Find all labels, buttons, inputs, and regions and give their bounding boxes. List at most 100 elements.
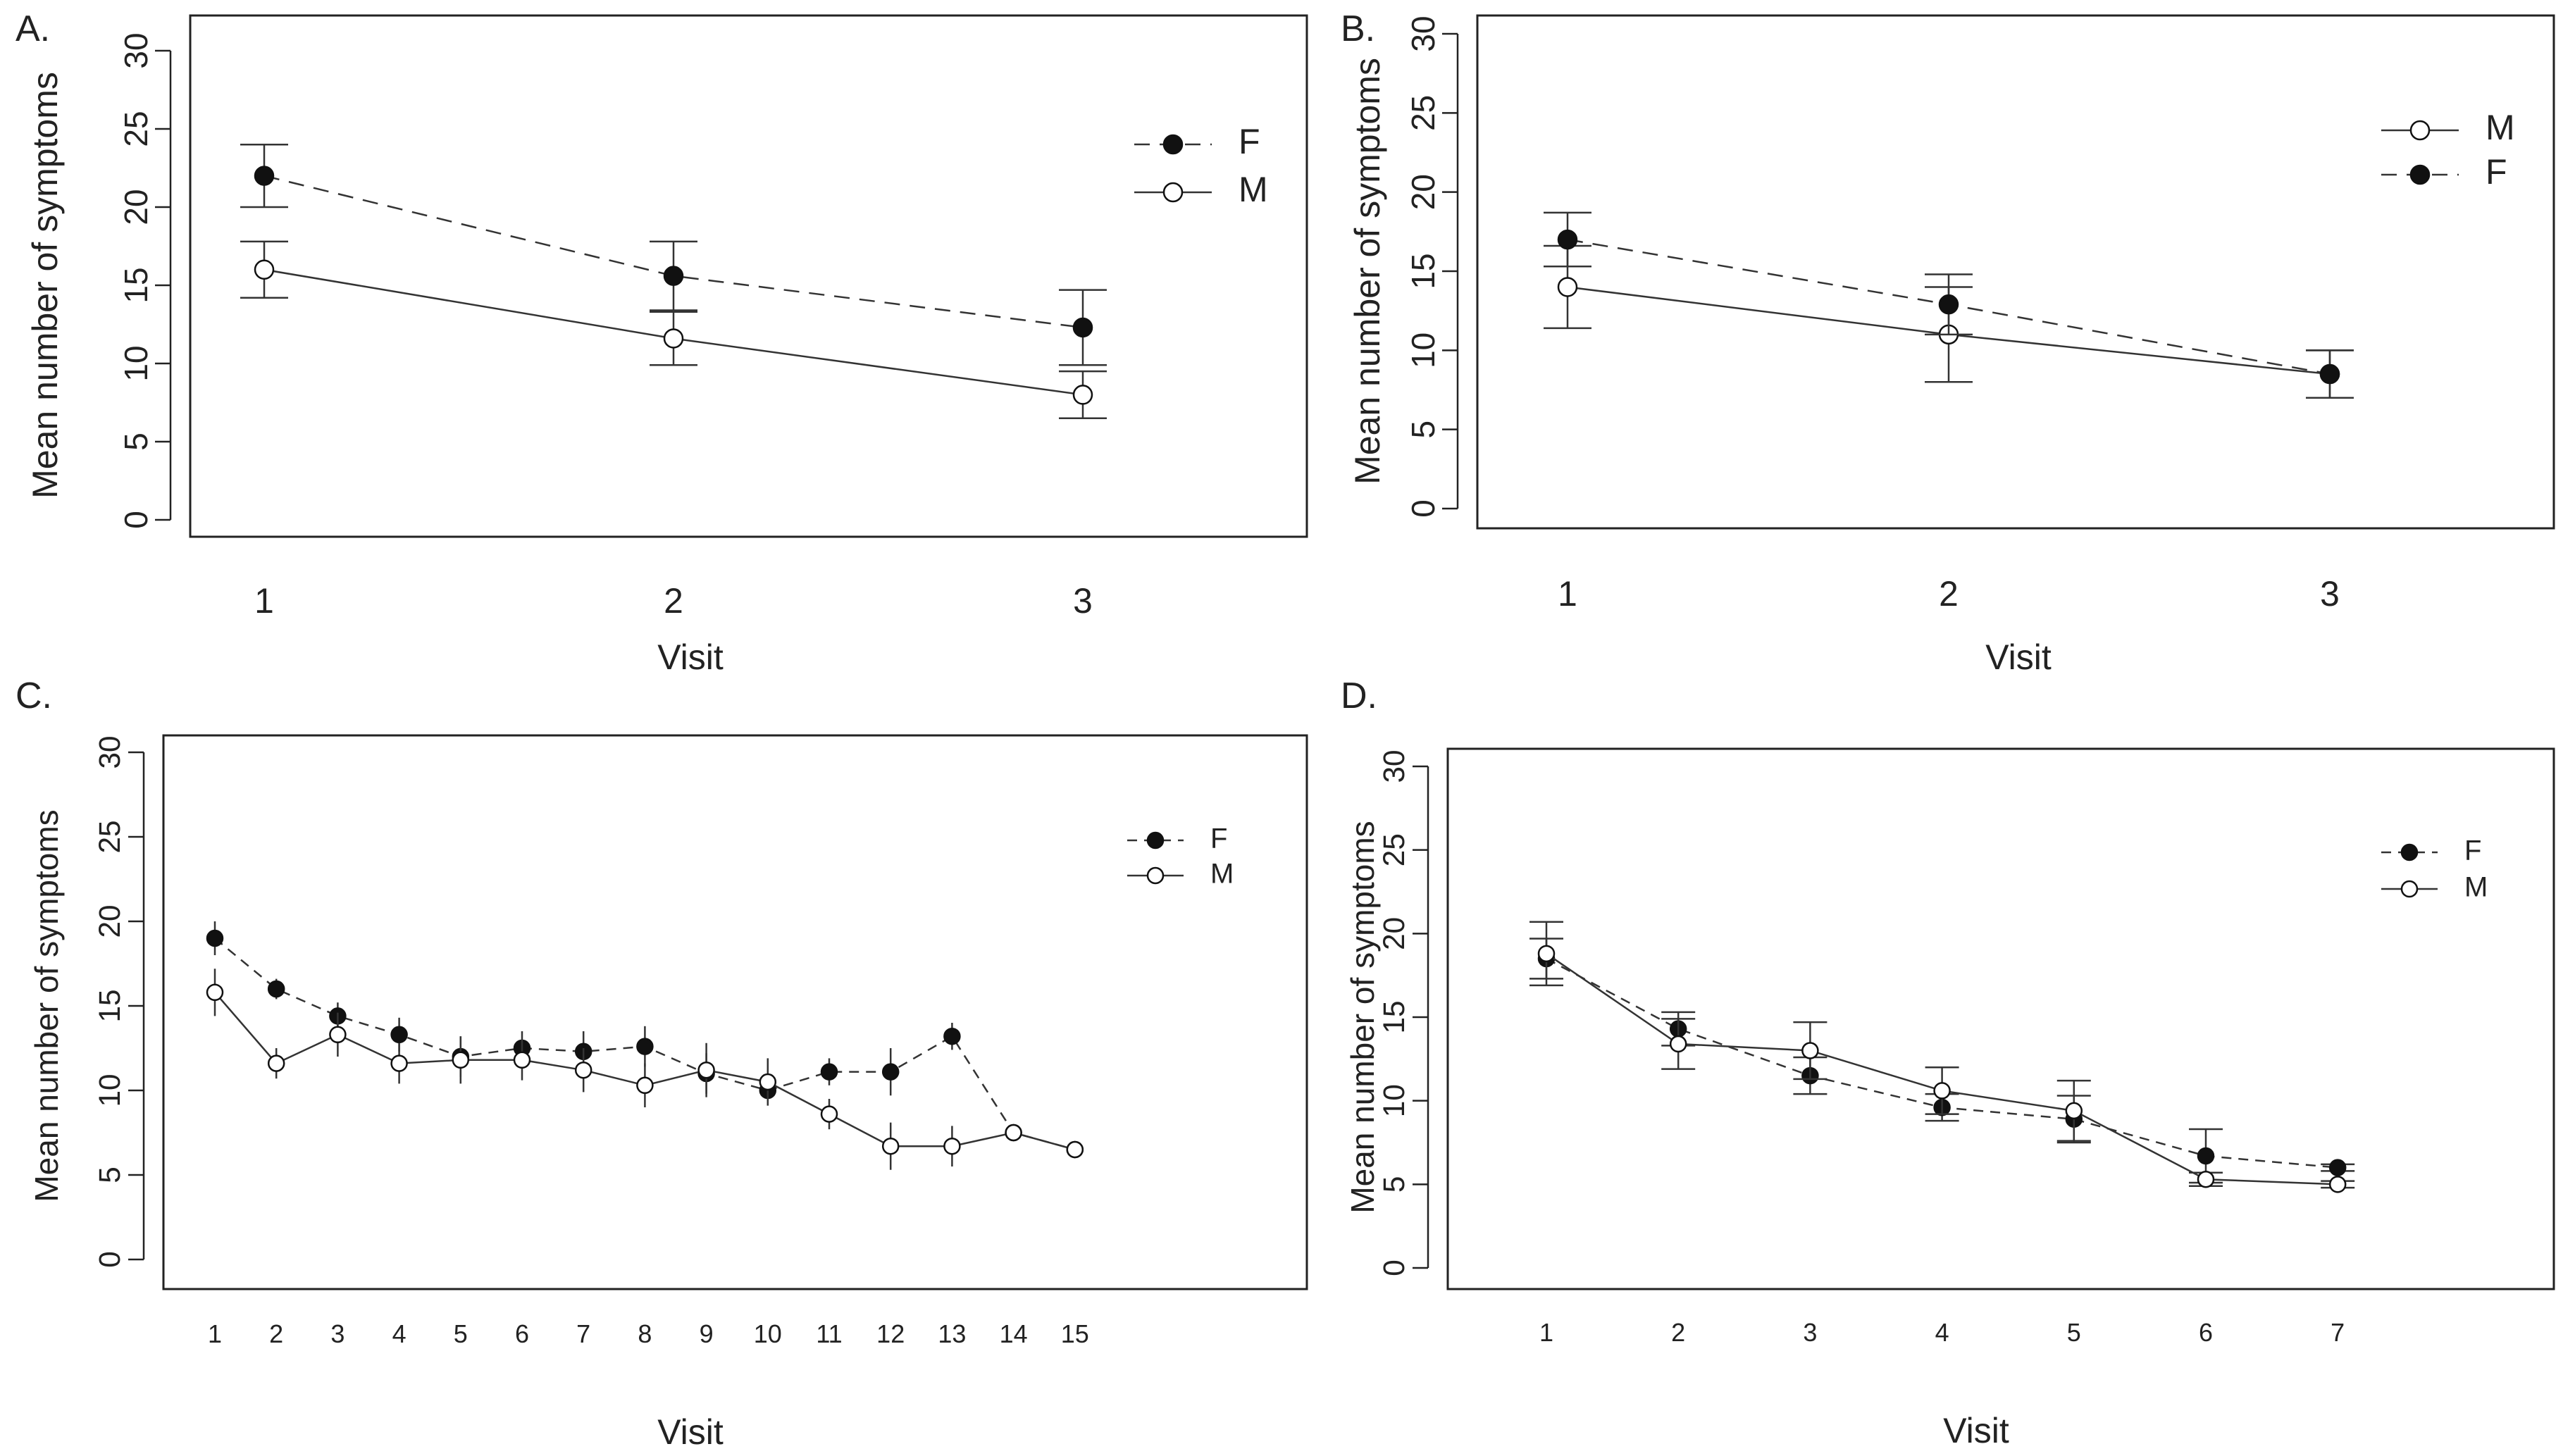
series-line (1546, 957, 2338, 1169)
x-axis-title: Visit (657, 1412, 724, 1452)
x-axis-title: Visit (1943, 1411, 2009, 1450)
legend: FM (1134, 122, 1268, 209)
y-tick-label: 20 (93, 904, 126, 938)
x-tick-label: 15 (1061, 1319, 1089, 1348)
data-point (1801, 1042, 1819, 1059)
legend-marker (2409, 164, 2431, 185)
data-point (1669, 1035, 1687, 1053)
data-point (2328, 1159, 2347, 1176)
x-tick-label: 5 (454, 1319, 468, 1348)
legend-label: F (1210, 823, 1227, 854)
legend-marker (1162, 182, 1184, 203)
legend-label: F (2486, 152, 2507, 192)
x-tick-label: 3 (1073, 581, 1093, 621)
y-tick-label: 30 (118, 32, 154, 68)
y-tick-label: 5 (1377, 1176, 1410, 1193)
x-tick-label: 2 (269, 1319, 283, 1348)
data-point (2197, 1147, 2215, 1165)
data-point (820, 1105, 838, 1123)
panel-label: C. (15, 676, 52, 716)
data-point (267, 1054, 285, 1072)
y-tick-label: 15 (118, 267, 154, 303)
legend-marker (1146, 866, 1165, 885)
data-point (1557, 229, 1578, 250)
legend-marker (2400, 880, 2419, 898)
data-point (943, 1027, 961, 1045)
x-tick-label: 1 (254, 581, 274, 621)
y-tick-label: 15 (1405, 253, 1441, 289)
data-point (636, 1038, 654, 1055)
series-line (263, 175, 1084, 329)
y-tick-label: 25 (118, 111, 154, 147)
x-tick-label: 12 (876, 1319, 905, 1348)
data-point (574, 1061, 592, 1079)
y-tick-label: 20 (1377, 917, 1410, 950)
legend: MF (2381, 108, 2515, 192)
data-point (1938, 294, 1959, 315)
data-point (254, 259, 275, 280)
data-point (943, 1137, 961, 1155)
legend-label: M (2486, 108, 2515, 147)
data-point (2197, 1170, 2215, 1188)
y-axis-title: Mean number of symptoms (28, 809, 65, 1202)
x-tick-label: 9 (700, 1319, 714, 1348)
y-tick-label: 30 (1405, 15, 1441, 51)
panel-label: A. (15, 8, 50, 49)
series-f (1544, 211, 2354, 399)
data-point (267, 980, 285, 998)
y-tick-label: 20 (1405, 174, 1441, 210)
y-tick-label: 30 (93, 735, 126, 769)
plot-frame (1476, 14, 2555, 530)
data-point (390, 1026, 408, 1044)
x-tick-label: 13 (938, 1319, 966, 1348)
panel-a: A. 0 5 10 15 20 25 30 Mean number of symptoms 1 2 3… (15, 8, 1308, 677)
x-tick-label: 7 (2331, 1318, 2345, 1347)
data-point (452, 1051, 470, 1069)
y-tick-label: 15 (1377, 1000, 1410, 1033)
y-tick-label: 10 (1405, 332, 1441, 368)
y-tick-label: 5 (93, 1166, 126, 1183)
data-point (1557, 277, 1578, 297)
y-tick-label: 0 (1377, 1259, 1410, 1276)
panel-label: B. (1341, 8, 1375, 49)
data-point (881, 1137, 900, 1155)
x-tick-label: 4 (1935, 1318, 1949, 1347)
series-f (1529, 938, 2355, 1184)
panel-b: B. 0 5 10 15 20 25 30 Mean number of symptoms 1 2 3… (1341, 8, 2555, 677)
legend-marker (1146, 831, 1165, 850)
x-tick-label: 3 (2320, 574, 2340, 614)
series-f (240, 143, 1107, 366)
data-point (1066, 1140, 1084, 1159)
data-point (329, 1026, 347, 1044)
y-tick-label: 0 (1405, 499, 1441, 518)
data-point (2328, 1176, 2347, 1193)
data-point (1933, 1082, 1951, 1100)
data-point (697, 1061, 715, 1079)
legend: FM (1127, 823, 1234, 890)
y-tick-label: 0 (93, 1251, 126, 1268)
y-axis-title: Mean number of symptoms (1348, 58, 1387, 485)
series-m (240, 240, 1107, 419)
y-tick-label: 10 (118, 345, 154, 381)
x-tick-label: 1 (208, 1319, 222, 1348)
x-tick-label: 14 (1000, 1319, 1028, 1348)
data-point (663, 328, 684, 349)
data-point (636, 1076, 654, 1095)
x-tick-label: 2 (664, 581, 683, 621)
data-point (390, 1054, 408, 1072)
series-m (206, 969, 1084, 1170)
plot-frame (162, 734, 1308, 1290)
x-tick-label: 6 (515, 1319, 529, 1348)
data-point (513, 1051, 531, 1069)
y-tick-label: 0 (118, 511, 154, 529)
legend-label: M (1210, 859, 1234, 890)
legend: FM (2381, 835, 2488, 903)
x-tick-label: 3 (1803, 1318, 1817, 1347)
y-tick-label: 25 (1405, 95, 1441, 131)
data-point (2065, 1102, 2083, 1120)
y-tick-label: 20 (118, 189, 154, 225)
y-tick-label: 25 (93, 820, 126, 853)
legend-marker (2409, 120, 2431, 141)
